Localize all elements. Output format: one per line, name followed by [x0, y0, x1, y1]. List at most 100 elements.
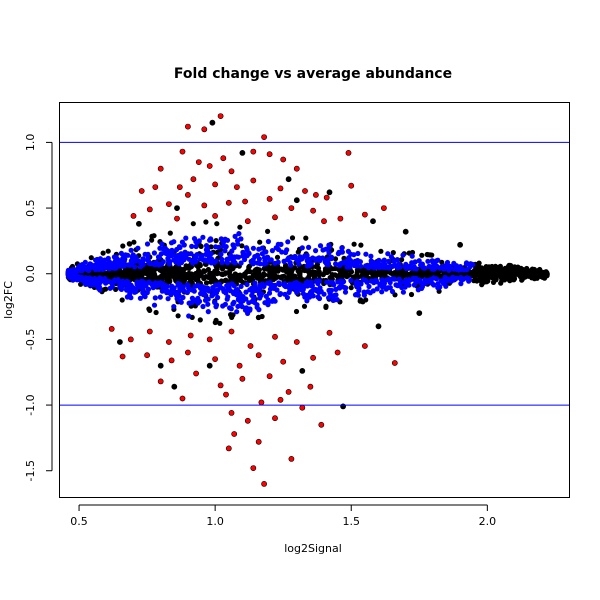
data-point-blue [402, 284, 408, 290]
data-point [189, 276, 195, 282]
data-point-outlier [152, 184, 159, 190]
data-point-blue [223, 244, 229, 250]
data-point-blue [171, 304, 177, 310]
data-point-outlier [225, 199, 232, 206]
data-point-outlier [402, 228, 409, 235]
data-point-blue [107, 279, 113, 285]
data-point-blue [381, 284, 388, 290]
data-point-blue [317, 243, 324, 249]
data-point [301, 303, 308, 309]
data-point-blue [364, 279, 370, 285]
data-point-outlier [277, 396, 284, 403]
data-point-blue [292, 255, 298, 261]
data-point-blue [145, 257, 151, 263]
data-point-outlier [361, 343, 368, 349]
data-point [256, 314, 262, 320]
data-point-outlier [184, 349, 191, 356]
data-point-blue [342, 289, 349, 295]
data-point-outlier [380, 205, 387, 211]
data-point-outlier [258, 399, 265, 406]
data-point [421, 272, 427, 278]
data-point-blue [354, 263, 360, 269]
data-point [229, 314, 235, 320]
data-point-blue [443, 283, 449, 289]
data-point-blue [391, 276, 397, 282]
data-point [240, 279, 246, 285]
data-point-blue [410, 275, 416, 281]
data-point [262, 272, 268, 278]
data-point-outlier [228, 409, 235, 416]
data-point-outlier [326, 189, 333, 196]
data-point-blue [189, 287, 195, 293]
data-point-blue [159, 241, 165, 247]
data-point-outlier [293, 197, 300, 204]
data-point-blue [179, 252, 186, 258]
data-point [78, 281, 84, 287]
data-point-blue [337, 262, 343, 268]
plot-frame [59, 102, 570, 498]
data-point-blue [249, 288, 255, 294]
data-point-blue [238, 299, 244, 305]
data-point-blue [229, 248, 235, 254]
data-point-blue [190, 260, 196, 266]
data-point-blue [200, 303, 206, 310]
data-point-blue [202, 297, 209, 303]
data-point-blue [275, 259, 281, 265]
data-point-outlier [302, 188, 308, 194]
data-point-blue [353, 279, 359, 285]
data-point [186, 265, 192, 271]
data-point-outlier [323, 194, 330, 201]
x-axis: 0.5 1.0 1.5 2.0 [70, 504, 496, 528]
data-point-blue [160, 259, 166, 265]
data-point-outlier [288, 205, 295, 211]
data-point-blue [333, 261, 339, 267]
data-point-blue [137, 295, 143, 301]
data-point-blue [376, 257, 382, 263]
data-point [501, 271, 507, 277]
y-tick-label: 0.5 [24, 199, 37, 217]
data-point [265, 228, 271, 234]
data-point [175, 313, 181, 319]
data-point-outlier [146, 206, 153, 213]
data-point-blue [422, 265, 428, 271]
data-point-blue [400, 252, 406, 258]
data-point-outlier [247, 343, 254, 349]
data-point-blue [96, 266, 102, 272]
data-point-blue [205, 250, 211, 256]
data-point-blue [283, 283, 289, 290]
data-point-outlier [250, 177, 257, 184]
data-point [484, 279, 490, 285]
data-point-outlier [206, 163, 213, 169]
data-point-blue [133, 258, 139, 264]
data-point [346, 272, 352, 278]
data-point [153, 309, 159, 316]
data-point-blue [252, 280, 258, 286]
data-point-blue [147, 279, 153, 286]
data-point [214, 270, 220, 276]
data-point-blue [230, 258, 236, 264]
data-point-blue [323, 261, 330, 267]
data-point-blue [400, 289, 406, 295]
data-point-outlier [277, 185, 284, 192]
data-point-blue [243, 245, 250, 251]
data-point-outlier [250, 465, 257, 471]
data-point-blue [283, 249, 289, 256]
data-point-outlier [255, 352, 262, 359]
data-point [220, 271, 226, 278]
data-point-blue [285, 239, 291, 245]
data-point-blue [151, 302, 158, 308]
data-point-blue [123, 252, 129, 258]
data-point [203, 219, 209, 225]
data-point-blue [457, 264, 463, 270]
data-point-blue [346, 259, 352, 265]
data-point-blue [188, 251, 194, 257]
data-point-outlier [157, 165, 164, 172]
reference-lines [60, 141, 569, 406]
data-point-blue [224, 283, 230, 289]
data-point-blue [252, 284, 258, 290]
data-point [257, 239, 263, 245]
data-point-blue [286, 289, 292, 295]
data-point-outlier [318, 421, 325, 428]
data-point-blue [102, 257, 108, 263]
data-point-outlier [266, 373, 273, 380]
